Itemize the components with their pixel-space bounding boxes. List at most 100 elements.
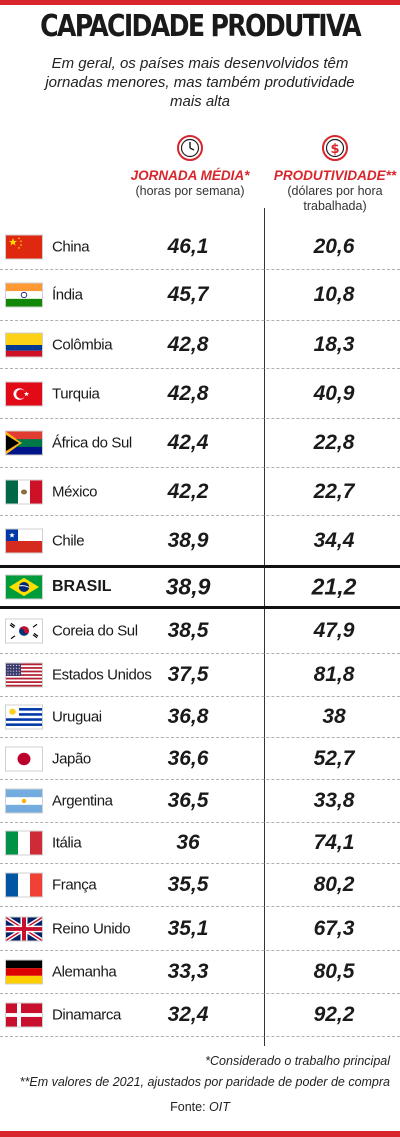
table-row: Uruguai 36,8 38 (0, 697, 400, 738)
source-line: Fonte: OIT (0, 1100, 400, 1114)
source-name: OIT (209, 1100, 230, 1114)
table-row: Itália 36 74,1 (0, 823, 400, 864)
country-name: França (52, 876, 97, 894)
jornada-value: 42,8 (167, 332, 209, 356)
produtividade-value: 38 (322, 705, 346, 728)
flag-za-icon (6, 431, 42, 455)
country-name: Colômbia (52, 336, 113, 353)
produtividade-value: 18,3 (313, 332, 355, 356)
produtividade-value: 34,4 (313, 528, 355, 552)
footnote-2: **Em valores de 2021, ajustados por pari… (19, 1075, 390, 1089)
table-row-highlight: BRASIL 38,9 21,2 (0, 565, 400, 609)
jornada-value: 36,5 (167, 789, 209, 812)
table-row: Reino Unido 35,1 67,3 (0, 907, 400, 951)
flag-in-icon (6, 283, 42, 307)
country-name: Argentina (52, 792, 113, 810)
table-row: Turquia 42,8 40,9 (0, 369, 400, 419)
column-header-jornada: JORNADA MÉDIA* (horas por semana) (125, 134, 255, 199)
flag-co-icon (6, 333, 42, 356)
jornada-value: 36 (176, 831, 200, 854)
table-row: Argentina 36,5 33,8 (0, 780, 400, 823)
produtividade-value: 10,8 (313, 283, 355, 306)
jornada-value: 42,8 (167, 381, 209, 405)
country-name: Coreia do Sul (52, 622, 138, 640)
bottom-accent-bar (0, 1131, 400, 1137)
jornada-value: 46,1 (167, 234, 209, 258)
table-row: França 35,5 80,2 (0, 864, 400, 907)
flag-de-icon (6, 960, 42, 984)
flag-br-icon (6, 575, 42, 599)
produtividade-value: 92,2 (313, 1003, 355, 1026)
country-name: Alemanha (52, 963, 117, 981)
table-row: Chile 38,9 34,4 (0, 516, 400, 565)
jornada-value: 37,5 (167, 663, 209, 686)
jornada-value: 42,4 (167, 431, 209, 454)
dollar-icon: $ (322, 135, 348, 161)
produtividade-value: 74,1 (313, 831, 355, 854)
jornada-value: 36,8 (167, 705, 209, 728)
country-name: BRASIL (52, 578, 112, 595)
country-name: Itália (52, 834, 82, 852)
table-row: Colômbia 42,8 18,3 (0, 321, 400, 369)
jornada-value: 32,4 (167, 1003, 209, 1026)
country-name: Índia (52, 286, 83, 304)
table-row: México 42,2 22,7 (0, 468, 400, 516)
flag-jp-icon (6, 747, 42, 770)
jornada-value: 33,3 (167, 960, 209, 983)
footnote-1: *Considerado o trabalho principal (205, 1054, 390, 1068)
table-row: África do Sul 42,4 22,8 (0, 419, 400, 468)
jornada-value: 35,1 (167, 916, 209, 940)
flag-ar-icon (6, 789, 42, 813)
column-title-jornada: JORNADA MÉDIA* (130, 168, 250, 183)
flag-us-icon (6, 663, 42, 687)
produtividade-value: 81,8 (313, 663, 355, 686)
country-name: Japão (52, 750, 91, 767)
jornada-value: 36,6 (167, 746, 209, 770)
table-row: Coreia do Sul 38,5 47,9 (0, 609, 400, 654)
country-name: China (52, 238, 90, 255)
produtividade-value: 21,2 (311, 573, 357, 600)
table-row: Estados Unidos 37,5 81,8 (0, 654, 400, 697)
produtividade-value: 40,9 (313, 381, 355, 405)
flag-gb-icon (6, 917, 42, 940)
column-unit-produtividade: (dólares por hora trabalhada) (287, 184, 383, 213)
column-unit-jornada: (horas por semana) (135, 184, 245, 198)
produtividade-value: 80,2 (313, 873, 355, 896)
country-name: Uruguai (52, 708, 102, 726)
svg-text:$: $ (330, 142, 339, 157)
flag-cl-icon (6, 529, 42, 552)
produtividade-value: 22,8 (313, 431, 355, 454)
produtividade-value: 80,5 (313, 960, 355, 983)
produtividade-value: 47,9 (313, 619, 355, 642)
produtividade-value: 22,7 (313, 479, 355, 503)
country-name: África do Sul (52, 434, 132, 452)
flag-dk-icon (6, 1003, 42, 1027)
data-table: China 46,1 20,6 Índia 45,7 10,8 Colômbia 42,8 18… (0, 224, 400, 1037)
table-row: Alemanha 33,3 80,5 (0, 951, 400, 994)
clock-icon (177, 135, 203, 161)
source-label: Fonte: (170, 1100, 206, 1114)
table-row: Japão 36,6 52,7 (0, 738, 400, 780)
produtividade-value: 67,3 (313, 916, 355, 940)
top-accent-bar (0, 0, 400, 5)
flag-mx-icon (6, 480, 42, 503)
produtividade-value: 20,6 (313, 234, 355, 258)
country-name: Reino Unido (52, 920, 131, 937)
country-name: México (52, 483, 98, 500)
flag-cn-icon (6, 235, 42, 258)
jornada-value: 38,9 (167, 528, 209, 552)
country-name: Dinamarca (52, 1006, 121, 1024)
table-row: China 46,1 20,6 (0, 224, 400, 270)
country-name: Chile (52, 532, 85, 549)
page-title: CAPACIDADE PRODUTIVA (40, 9, 361, 44)
page-subtitle: Em geral, os países mais desenvolvidos t… (45, 55, 355, 110)
jornada-value: 42,2 (167, 479, 209, 503)
jornada-value: 35,5 (167, 873, 209, 896)
column-title-produtividade: PRODUTIVIDADE** (273, 168, 397, 183)
flag-kr-icon (6, 619, 42, 643)
flag-it-icon (6, 831, 42, 855)
table-row: Índia 45,7 10,8 (0, 270, 400, 321)
flag-tr-icon (6, 382, 42, 405)
flag-fr-icon (6, 873, 42, 897)
country-name: Turquia (52, 385, 100, 402)
